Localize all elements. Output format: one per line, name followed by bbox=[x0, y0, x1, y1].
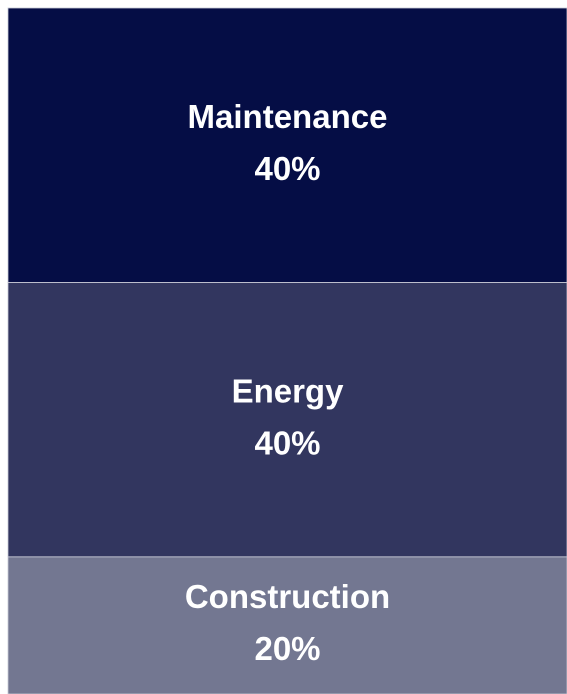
segment-label: Maintenance bbox=[188, 98, 388, 135]
segment-label: Construction bbox=[185, 578, 390, 615]
bar-segment bbox=[7, 556, 567, 694]
value-label: 40% bbox=[254, 150, 320, 187]
value-label: 20% bbox=[254, 630, 320, 667]
value-label: 40% bbox=[254, 424, 320, 461]
bar-segment bbox=[7, 7, 567, 283]
segment-label: Energy bbox=[232, 372, 345, 409]
bar-segment bbox=[7, 281, 567, 558]
